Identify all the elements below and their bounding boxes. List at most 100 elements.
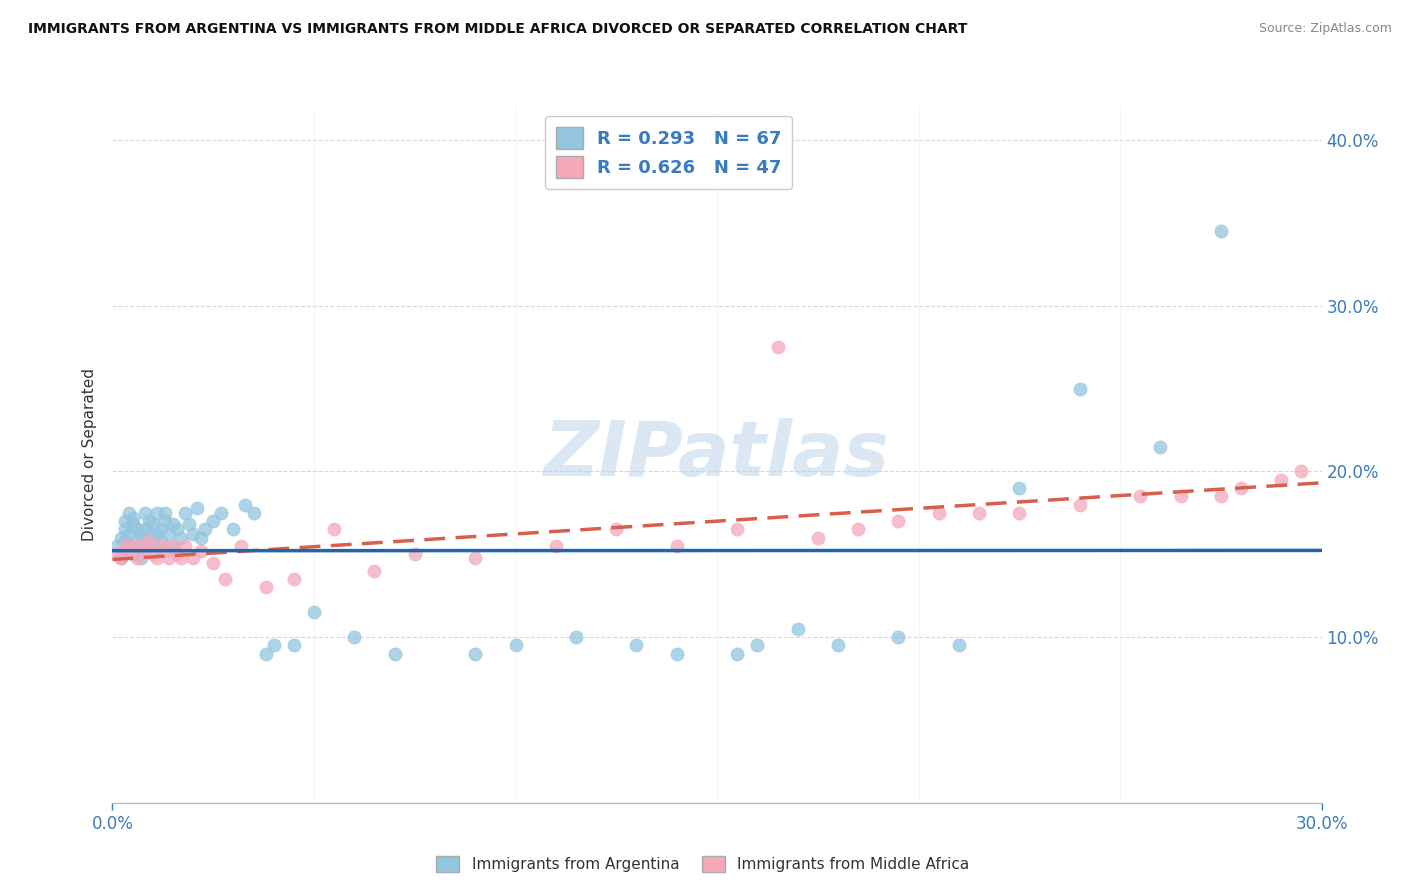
Point — [162, 539, 184, 553]
Point — [138, 534, 160, 549]
Point — [125, 534, 148, 549]
Point — [134, 544, 156, 558]
Point — [114, 539, 136, 553]
Point — [142, 517, 165, 532]
Point — [138, 514, 160, 528]
Point — [114, 523, 136, 537]
Point — [105, 539, 128, 553]
Point — [186, 500, 208, 515]
Point — [846, 523, 869, 537]
Point — [1129, 489, 1152, 503]
Point — [129, 539, 152, 553]
Point — [1069, 498, 1091, 512]
Point — [117, 527, 139, 541]
Point — [125, 523, 148, 537]
Point — [231, 539, 253, 553]
Point — [110, 550, 132, 565]
Point — [162, 517, 184, 532]
Point — [1270, 473, 1292, 487]
Point — [887, 514, 910, 528]
Point — [725, 647, 748, 661]
Point — [323, 523, 346, 537]
Point — [209, 506, 232, 520]
Point — [134, 506, 156, 520]
Point — [121, 511, 143, 525]
Point — [1291, 465, 1313, 479]
Point — [142, 539, 165, 553]
Point — [928, 506, 950, 520]
Point — [1170, 489, 1192, 503]
Point — [110, 550, 132, 565]
Point — [153, 506, 176, 520]
Point — [766, 340, 789, 354]
Point — [725, 523, 748, 537]
Point — [146, 506, 169, 520]
Point — [363, 564, 385, 578]
Legend: R = 0.293   N = 67, R = 0.626   N = 47: R = 0.293 N = 67, R = 0.626 N = 47 — [546, 116, 793, 189]
Point — [1069, 382, 1091, 396]
Point — [1209, 224, 1232, 238]
Point — [190, 531, 212, 545]
Point — [121, 517, 143, 532]
Point — [1008, 506, 1031, 520]
Point — [343, 630, 366, 644]
Point — [807, 531, 830, 545]
Text: ZIPatlas: ZIPatlas — [544, 418, 890, 491]
Point — [125, 550, 148, 565]
Point — [121, 547, 143, 561]
Point — [117, 539, 139, 553]
Point — [283, 639, 305, 653]
Point — [138, 527, 160, 541]
Point — [665, 539, 688, 553]
Point — [117, 506, 139, 520]
Point — [242, 506, 264, 520]
Point — [626, 639, 648, 653]
Point — [1008, 481, 1031, 495]
Point — [153, 514, 176, 528]
Point — [786, 622, 808, 636]
Point — [153, 544, 176, 558]
Point — [114, 534, 136, 549]
Point — [665, 647, 688, 661]
Point — [887, 630, 910, 644]
Point — [177, 517, 200, 532]
Point — [134, 523, 156, 537]
Point — [174, 506, 197, 520]
Point — [142, 547, 165, 561]
Point — [149, 534, 172, 549]
Point — [202, 514, 225, 528]
Point — [157, 550, 180, 565]
Point — [129, 550, 152, 565]
Point — [162, 539, 184, 553]
Point — [302, 605, 325, 619]
Point — [967, 506, 990, 520]
Point — [117, 544, 139, 558]
Point — [190, 544, 212, 558]
Point — [121, 539, 143, 553]
Text: Source: ZipAtlas.com: Source: ZipAtlas.com — [1258, 22, 1392, 36]
Point — [263, 639, 285, 653]
Point — [149, 539, 172, 553]
Point — [129, 539, 152, 553]
Point — [129, 527, 152, 541]
Point — [505, 639, 527, 653]
Point — [214, 572, 236, 586]
Point — [605, 523, 627, 537]
Point — [235, 498, 257, 512]
Point — [565, 630, 588, 644]
Point — [948, 639, 970, 653]
Point — [464, 647, 486, 661]
Point — [149, 523, 172, 537]
Point — [114, 514, 136, 528]
Point — [1149, 440, 1171, 454]
Point — [384, 647, 406, 661]
Point — [544, 539, 567, 553]
Point — [827, 639, 849, 653]
Point — [202, 556, 225, 570]
Point — [134, 539, 156, 553]
Point — [157, 527, 180, 541]
Point — [166, 547, 188, 561]
Point — [222, 523, 245, 537]
Point — [166, 523, 188, 537]
Point — [174, 539, 197, 553]
